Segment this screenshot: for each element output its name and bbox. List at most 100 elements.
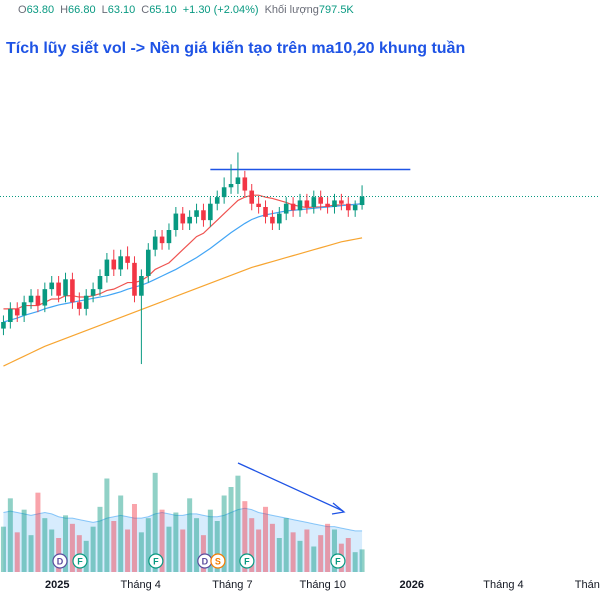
volume-bar: [166, 526, 172, 572]
event-label: D: [57, 556, 64, 566]
event-marker: [52, 553, 68, 569]
volume-bar: [42, 518, 48, 572]
candle-body: [56, 282, 61, 296]
volume-bar: [14, 532, 20, 572]
candle-body: [42, 289, 48, 306]
header-item: O: [18, 4, 27, 16]
volume-bar: [159, 509, 165, 572]
volume-bar: [63, 515, 69, 572]
event-marker: [239, 553, 255, 569]
candle-body: [139, 276, 144, 296]
volume-bar: [7, 498, 13, 572]
volume-bar: [269, 523, 275, 572]
volume-bar: [194, 518, 200, 572]
volume-bar: [283, 518, 289, 572]
x-tick-label: Tháng 7: [212, 579, 252, 591]
candle-body: [35, 295, 41, 306]
event-marker: [72, 553, 88, 569]
candle-body: [235, 177, 241, 184]
candle-body: [159, 236, 165, 244]
candle-body: [345, 203, 351, 211]
candle-body: [270, 216, 275, 224]
candle-body: [359, 196, 365, 206]
arrow-head: [331, 502, 346, 515]
candle-body: [297, 200, 303, 211]
candle-body: [125, 256, 130, 263]
header-item: C: [141, 4, 150, 16]
volume-bar: [97, 506, 103, 572]
event-label: D: [202, 556, 209, 566]
event-label: F: [77, 556, 83, 566]
event-label: S: [215, 556, 221, 566]
header-item: 66.80: [68, 4, 96, 16]
volume-bar: [276, 538, 282, 572]
candle-body: [111, 259, 117, 270]
volume-ma-line: [3, 507, 363, 532]
candle-body: [304, 200, 310, 207]
candle-body: [187, 216, 192, 224]
candle-body: [194, 210, 199, 217]
candle-body: [201, 210, 206, 221]
candle-body: [311, 197, 317, 207]
volume-bar: [221, 495, 227, 572]
moving-average: [3, 237, 363, 367]
candle-body: [277, 213, 282, 224]
volume-bar: [69, 523, 75, 572]
event-marker: [330, 553, 346, 569]
event-marker: [148, 553, 164, 569]
candle-body: [90, 289, 96, 296]
header-item: H: [60, 4, 69, 16]
volume-bar: [214, 521, 220, 572]
candle-body: [118, 256, 123, 270]
chart-title: Tích lũy siết vol -> Nền giá kiến tạo tr…: [6, 40, 466, 57]
candle-body: [325, 203, 330, 207]
volume-bar: [325, 523, 331, 572]
candle-body: [221, 187, 227, 198]
candle-body: [214, 197, 220, 204]
event-label: F: [153, 556, 159, 566]
candle-body: [263, 207, 268, 217]
event-label: F: [244, 556, 250, 566]
volume-bar: [180, 529, 186, 572]
volume-bar: [331, 529, 337, 572]
candle-body: [104, 259, 110, 276]
volume-bar: [235, 475, 241, 572]
event-marker: [210, 553, 226, 569]
candle-body: [152, 236, 158, 250]
volume-bar: [228, 487, 234, 572]
volume-bar: [290, 532, 296, 572]
event-label: F: [335, 556, 341, 566]
volume-bar: [207, 509, 213, 572]
trend-arrow: [237, 462, 344, 512]
candle-body: [256, 203, 261, 207]
volume-bar: [111, 521, 117, 572]
candle-body: [352, 205, 358, 211]
candle-body: [249, 190, 255, 204]
candle-body: [339, 200, 344, 204]
ohlc-header: O 63.80 H 66.80 L 63.10 C 65.10 +1.30 (+2.04%) Kh…: [18, 4, 360, 16]
volume-bar: [21, 509, 27, 572]
volume-bar: [249, 518, 255, 572]
x-tick-label: 2026: [399, 579, 423, 591]
candle-body: [70, 279, 75, 303]
candle-body: [290, 203, 296, 211]
candle-body: [14, 308, 20, 316]
header-item: 65.10: [149, 4, 177, 16]
candle-body: [28, 295, 34, 303]
volume-bar: [256, 529, 262, 572]
header-item: Khối lượng: [264, 4, 319, 16]
volume-bar: [311, 546, 317, 572]
candle-body: [21, 302, 27, 316]
candle-body: [97, 276, 103, 290]
volume-bar: [318, 535, 324, 572]
volume-bar: [263, 506, 269, 572]
volume-bar: [173, 512, 179, 572]
volume-bar: [118, 495, 124, 572]
volume-bar: [83, 540, 89, 572]
candle-body: [83, 295, 89, 309]
header-item: 63.10: [107, 4, 136, 16]
x-tick-label: Tháng: [575, 579, 600, 591]
candle-body: [49, 282, 55, 290]
volume-bar: [352, 552, 358, 572]
